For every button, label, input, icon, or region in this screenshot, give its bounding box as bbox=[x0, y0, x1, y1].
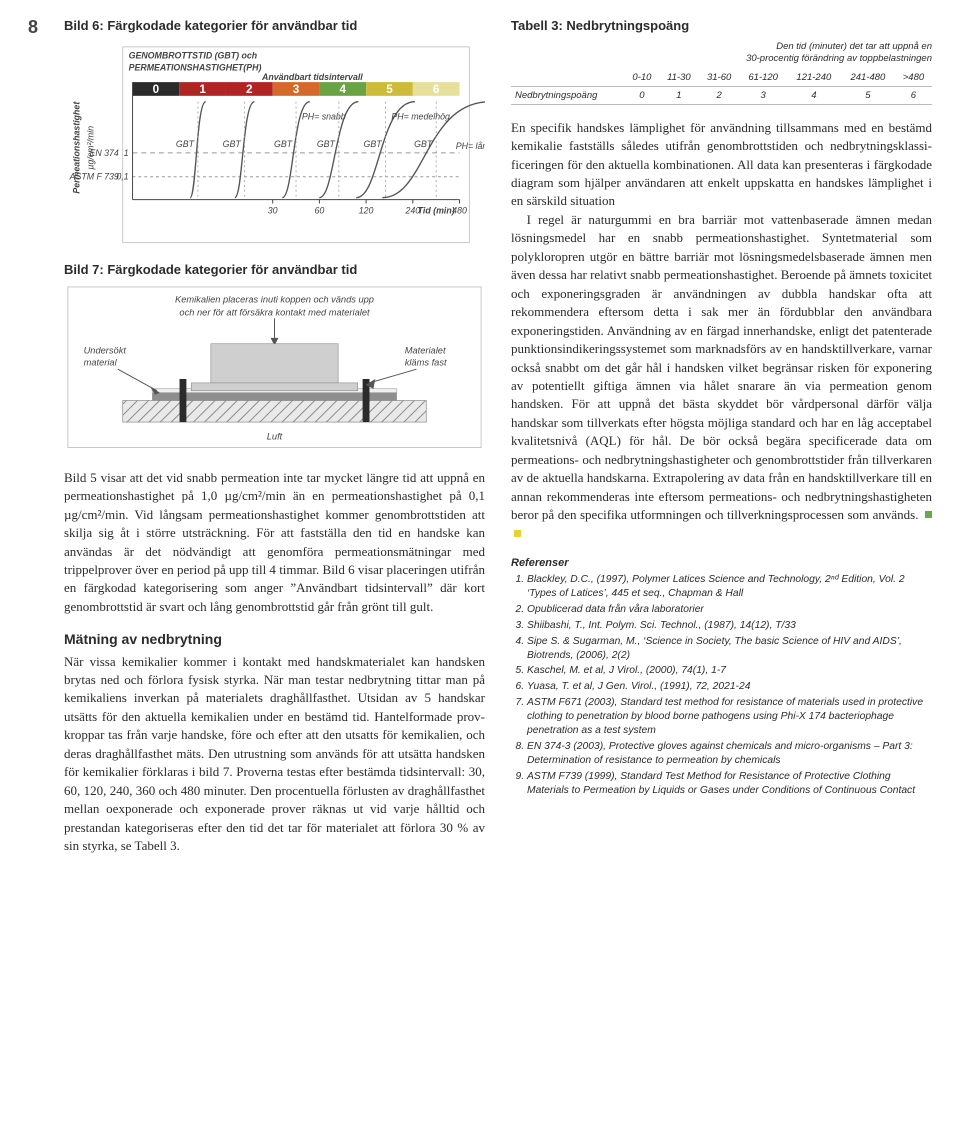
table-header-cell: >480 bbox=[895, 69, 932, 87]
color-square-green-icon bbox=[925, 511, 932, 518]
table-3-title: Tabell 3: Nedbrytningspoäng bbox=[511, 18, 932, 35]
svg-text:60: 60 bbox=[314, 205, 324, 215]
svg-text:och ner för att försäkra konta: och ner för att försäkra kontakt med mat… bbox=[179, 307, 370, 317]
svg-text:5: 5 bbox=[386, 83, 393, 96]
figure-6-title: Bild 6: Färgkodade kategorier för använd… bbox=[64, 18, 485, 35]
table-3: 0-1011-3031-6061-120121-240241-480>480 N… bbox=[511, 69, 932, 105]
body-paragraph: I regel är naturgummi en bra barriär mot… bbox=[511, 211, 932, 543]
table-cell: 2 bbox=[699, 86, 740, 104]
reference-item: Opublicerad data från våra laboratorier bbox=[527, 603, 932, 617]
reference-item: ASTM F739 (1999), Standard Test Method f… bbox=[527, 770, 932, 798]
table-3-caption: Den tid (minuter) det tar att uppnå en30… bbox=[511, 41, 932, 65]
figure-7-title: Bild 7: Färgkodade kategorier för använd… bbox=[64, 262, 485, 279]
reference-item: Kaschel, M. et al, J Virol., (2000), 74(… bbox=[527, 664, 932, 678]
svg-text:EN 374: EN 374 bbox=[89, 148, 118, 158]
table-header-cell: 0-10 bbox=[625, 69, 659, 87]
svg-text:material: material bbox=[84, 357, 118, 367]
table-cell: 1 bbox=[659, 86, 699, 104]
svg-text:30: 30 bbox=[268, 205, 278, 215]
svg-text:6: 6 bbox=[433, 83, 440, 96]
figure-6-chart: GENOMBROTTSTID (GBT) ochPERMEATIONSHASTI… bbox=[64, 41, 485, 247]
page-number: 8 bbox=[28, 18, 64, 36]
right-column: Tabell 3: Nedbrytningspoäng Den tid (min… bbox=[511, 18, 932, 856]
svg-text:Användbart tidsintervall: Användbart tidsintervall bbox=[261, 72, 363, 82]
table-header-row: 0-1011-3031-6061-120121-240241-480>480 bbox=[511, 69, 932, 87]
svg-text:PH= medelhög: PH= medelhög bbox=[391, 111, 450, 121]
section-heading: Mätning av nedbrytning bbox=[64, 630, 485, 648]
svg-text:ASTM F 739: ASTM F 739 bbox=[69, 172, 119, 182]
svg-text:GBT: GBT bbox=[317, 139, 336, 149]
table-header-cell: 31-60 bbox=[699, 69, 740, 87]
svg-text:0,1: 0,1 bbox=[116, 172, 128, 182]
svg-text:PH= snabb: PH= snabb bbox=[302, 111, 346, 121]
svg-text:4: 4 bbox=[339, 83, 346, 96]
svg-text:Kemikalien placeras inuti kopp: Kemikalien placeras inuti koppen och vän… bbox=[175, 294, 374, 304]
svg-text:GBT: GBT bbox=[274, 139, 293, 149]
body-paragraph: När vissa kemikalier kommer i kontakt me… bbox=[64, 653, 485, 856]
references-list: Blackley, D.C., (1997), Polymer Latices … bbox=[511, 573, 932, 797]
table-header-cell: 121-240 bbox=[787, 69, 841, 87]
reference-item: EN 374-3 (2003), Protective gloves again… bbox=[527, 740, 932, 768]
svg-text:120: 120 bbox=[359, 205, 374, 215]
table-row: Nedbrytningspoäng0123456 bbox=[511, 86, 932, 104]
references-heading: Referenser bbox=[511, 557, 932, 569]
svg-text:Luft: Luft bbox=[267, 432, 283, 442]
top-bar: 8 Bild 6: Färgkodade kategorier för anvä… bbox=[28, 18, 932, 856]
left-column: Bild 6: Färgkodade kategorier för använd… bbox=[64, 18, 485, 856]
reference-item: ASTM F671 (2003), Standard test method f… bbox=[527, 696, 932, 738]
svg-text:GBT: GBT bbox=[176, 139, 195, 149]
body-paragraph: Bild 5 visar att det vid snabb permeatio… bbox=[64, 469, 485, 617]
figure-7-diagram: Kemikalien placeras inuti koppen och vän… bbox=[64, 285, 485, 451]
table-header-cell bbox=[511, 69, 625, 87]
page: 8 Bild 6: Färgkodade kategorier för anvä… bbox=[0, 0, 960, 1134]
table-header-cell: 241-480 bbox=[841, 69, 895, 87]
reference-item: Blackley, D.C., (1997), Polymer Latices … bbox=[527, 573, 932, 601]
color-square-yellow-icon bbox=[514, 530, 521, 537]
svg-text:GBT: GBT bbox=[364, 139, 383, 149]
svg-text:GBT: GBT bbox=[414, 139, 433, 149]
reference-item: Shiibashi, T., Int. Polym. Sci. Technol.… bbox=[527, 619, 932, 633]
svg-text:0: 0 bbox=[153, 83, 160, 96]
svg-text:kläms fast: kläms fast bbox=[405, 357, 447, 367]
svg-text:1: 1 bbox=[124, 148, 129, 158]
reference-item: Sipe S. & Sugarman, M., ‘Science in Soci… bbox=[527, 635, 932, 663]
table-cell: Nedbrytningspoäng bbox=[511, 86, 625, 104]
svg-text:2: 2 bbox=[246, 83, 253, 96]
svg-text:3: 3 bbox=[293, 83, 300, 96]
table-header-cell: 11-30 bbox=[659, 69, 699, 87]
table-cell: 5 bbox=[841, 86, 895, 104]
svg-text:PERMEATIONSHASTIGHET(PH): PERMEATIONSHASTIGHET(PH) bbox=[129, 62, 262, 72]
body-paragraph: En specifik handskes lämplighet för anvä… bbox=[511, 119, 932, 211]
svg-text:PH= långsam: PH= långsam bbox=[456, 141, 485, 151]
reference-item: Yuasa, T. et al, J Gen. Virol., (1991), … bbox=[527, 680, 932, 694]
svg-text:Undersökt: Undersökt bbox=[84, 345, 127, 355]
svg-text:GBT: GBT bbox=[223, 139, 242, 149]
svg-text:Tid (min): Tid (min) bbox=[418, 205, 455, 215]
two-column-layout: Bild 6: Färgkodade kategorier för använd… bbox=[64, 18, 932, 856]
table-cell: 3 bbox=[739, 86, 786, 104]
table-cell: 6 bbox=[895, 86, 932, 104]
table-cell: 4 bbox=[787, 86, 841, 104]
table-cell: 0 bbox=[625, 86, 659, 104]
svg-text:1: 1 bbox=[199, 83, 206, 96]
table-header-cell: 61-120 bbox=[739, 69, 786, 87]
svg-text:Materialet: Materialet bbox=[405, 345, 446, 355]
svg-text:GENOMBROTTSTID (GBT) och: GENOMBROTTSTID (GBT) och bbox=[129, 51, 258, 61]
